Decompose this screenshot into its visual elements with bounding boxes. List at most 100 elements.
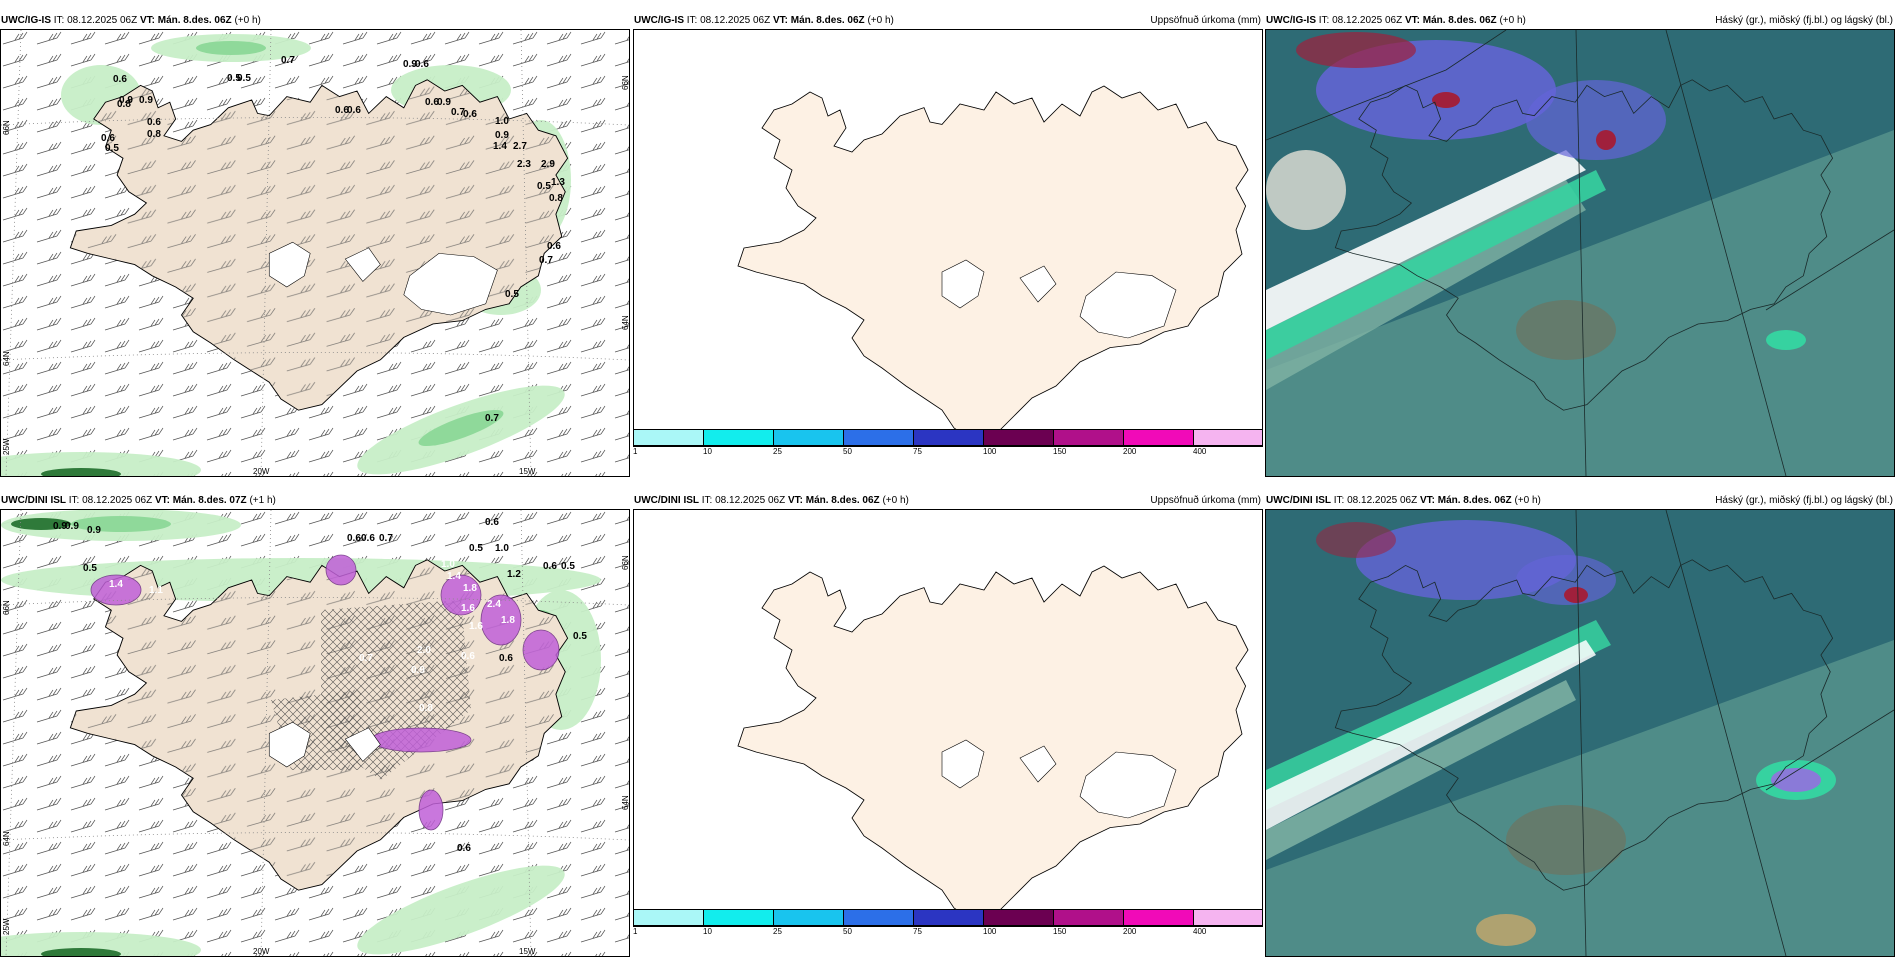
- colorbar-swatch: [913, 909, 984, 926]
- precip-value: 0.6: [147, 117, 161, 128]
- colorbar-swatch: [913, 429, 984, 446]
- field-title: Háský (gr.), miðský (fj.bl.) og lágský (…: [1715, 15, 1893, 26]
- lon-label: 20W: [253, 947, 270, 956]
- precip-value: 1.0: [495, 116, 509, 127]
- precip-value: 1.1: [149, 585, 163, 596]
- map-canvas[interactable]: 66N 64N 25W 66N 64N 20W 15W 0.9 0.9 0.9 …: [0, 509, 630, 957]
- model-name: UWC/IG-IS: [1, 15, 51, 26]
- issue-time: 08.12.2025 06Z: [715, 495, 786, 506]
- precip-value: 0.9: [119, 95, 133, 106]
- colorbar-tick: 75: [913, 927, 922, 936]
- valid-time: Mán. 8.des. 06Z: [790, 15, 865, 26]
- colorbar-swatch: [843, 429, 914, 446]
- colorbar-swatch: [703, 429, 774, 446]
- map-canvas[interactable]: [1265, 509, 1895, 957]
- precip-value: 0.6: [425, 97, 439, 108]
- colorbar-tick: 150: [1053, 447, 1067, 456]
- lead-time: (+0 h): [1514, 495, 1541, 506]
- colorbar-swatch: [843, 909, 914, 926]
- precip-value: 2.7: [513, 141, 527, 152]
- colorbar-swatch: [703, 909, 774, 926]
- precip-value: 0.5: [83, 563, 97, 574]
- colorbar-swatch: [1123, 429, 1194, 446]
- precip-value: 0.5: [227, 73, 241, 84]
- lon-label: 15W: [519, 947, 536, 956]
- colorbar-swatch: [1193, 909, 1263, 926]
- map-canvas[interactable]: 66N 64N 25W 66N 64N 20W 15W 0.6 0.5 0.7 …: [0, 29, 630, 477]
- colorbar-swatch: [1193, 429, 1263, 446]
- cloud-cover-panel-top: UWC/IG-IS IT: 08.12.2025 06Z VT: Mán. 8.…: [1265, 13, 1895, 483]
- precip-value: 0.7: [379, 533, 393, 544]
- colorbar-swatch: [633, 909, 704, 926]
- precip-value: 0.8: [549, 193, 563, 204]
- precip-value: 0.7: [451, 107, 465, 118]
- issue-time: 08.12.2025 06Z: [82, 495, 153, 506]
- lead-time: (+0 h): [867, 15, 894, 26]
- map-canvas[interactable]: [1265, 29, 1895, 477]
- precip-value: 0.9: [65, 521, 79, 532]
- map-graphic: [1266, 30, 1894, 476]
- map-canvas[interactable]: [633, 29, 1263, 447]
- field-title: Uppsöfnuð úrkoma (mm): [1150, 495, 1261, 506]
- lat-label: 64N: [2, 831, 11, 846]
- valid-time: Mán. 8.des. 07Z: [172, 495, 247, 506]
- map-graphic: [737, 85, 1249, 441]
- precip-value: 0.8: [147, 129, 161, 140]
- colorbar-swatch: [773, 909, 844, 926]
- valid-time: Mán. 8.des. 06Z: [805, 495, 880, 506]
- precip-value: 1.0: [441, 559, 455, 570]
- precip-value: 1.4: [109, 579, 123, 590]
- lat-label: 66N: [621, 555, 630, 570]
- precip-value: 1.4: [493, 141, 507, 152]
- precip-value: 1.4: [447, 571, 461, 582]
- precip-value: 2.4: [487, 599, 501, 610]
- model-name: UWC/DINI ISL: [1266, 495, 1331, 506]
- precip-value: 1.0: [495, 543, 509, 554]
- precip-value: 0.9: [495, 130, 509, 141]
- precip-wind-panel-bottom: UWC/DINI ISL IT: 08.12.2025 06Z VT: Mán.…: [0, 493, 630, 963]
- precip-value: 0.6: [347, 105, 361, 116]
- field-title: Háský (gr.), miðský (fj.bl.) og lágský (…: [1715, 495, 1893, 506]
- precip-value: 0.8: [419, 703, 433, 714]
- precip-value: 0.5: [537, 181, 551, 192]
- precip-value: 0.9: [411, 665, 425, 676]
- colorbar-swatch: [773, 429, 844, 446]
- precip-value: 1.8: [501, 615, 515, 626]
- precip-value: 0.7: [539, 255, 553, 266]
- valid-time: Mán. 8.des. 06Z: [157, 15, 232, 26]
- colorbar-tick: 75: [913, 447, 922, 456]
- issue-time: 08.12.2025 06Z: [700, 15, 771, 26]
- colorbar-tick: 200: [1123, 927, 1137, 936]
- map-graphic: [1, 30, 629, 476]
- precip-value: 2.0: [417, 645, 431, 656]
- map-canvas[interactable]: [633, 509, 1263, 927]
- colorbar-swatch: [983, 429, 1054, 446]
- lat-label: 25W: [2, 438, 11, 455]
- precip-value: 0.6: [101, 133, 115, 144]
- colorbar-tick: 10: [703, 927, 712, 936]
- precip-value: 0.6: [461, 651, 475, 662]
- lat-label: 64N: [621, 315, 630, 330]
- accum-precip-panel-top: UWC/IG-IS IT: 08.12.2025 06Z VT: Mán. 8.…: [633, 13, 1263, 483]
- map-graphic: [737, 565, 1249, 921]
- issue-time: 08.12.2025 06Z: [67, 15, 138, 26]
- panel-header: UWC/DINI ISL IT: 08.12.2025 06Z VT: Mán.…: [1266, 495, 1893, 506]
- colorbar-tick: 400: [1193, 447, 1207, 456]
- valid-time: Mán. 8.des. 06Z: [1422, 15, 1497, 26]
- lat-label: 66N: [2, 120, 11, 135]
- model-name: UWC/IG-IS: [1266, 15, 1316, 26]
- precip-value: 0.5: [469, 543, 483, 554]
- precip-value: 0.6: [499, 653, 513, 664]
- colorbar: 1 10 25 50 75 100 150 200 400: [633, 429, 1263, 459]
- precip-value: 0.5: [237, 73, 251, 84]
- lead-time: (+0 h): [1499, 15, 1526, 26]
- field-title: Uppsöfnuð úrkoma (mm): [1150, 15, 1261, 26]
- precip-value: 0.5: [105, 143, 119, 154]
- colorbar-tick: 50: [843, 927, 852, 936]
- cloud-cover-panel-bottom: UWC/DINI ISL IT: 08.12.2025 06Z VT: Mán.…: [1265, 493, 1895, 963]
- model-name: UWC/IG-IS: [634, 15, 684, 26]
- colorbar-tick: 25: [773, 927, 782, 936]
- colorbar: 1 10 25 50 75 100 150 200 400: [633, 909, 1263, 939]
- colorbar-swatch: [1053, 909, 1124, 926]
- precip-value: 0.5: [505, 289, 519, 300]
